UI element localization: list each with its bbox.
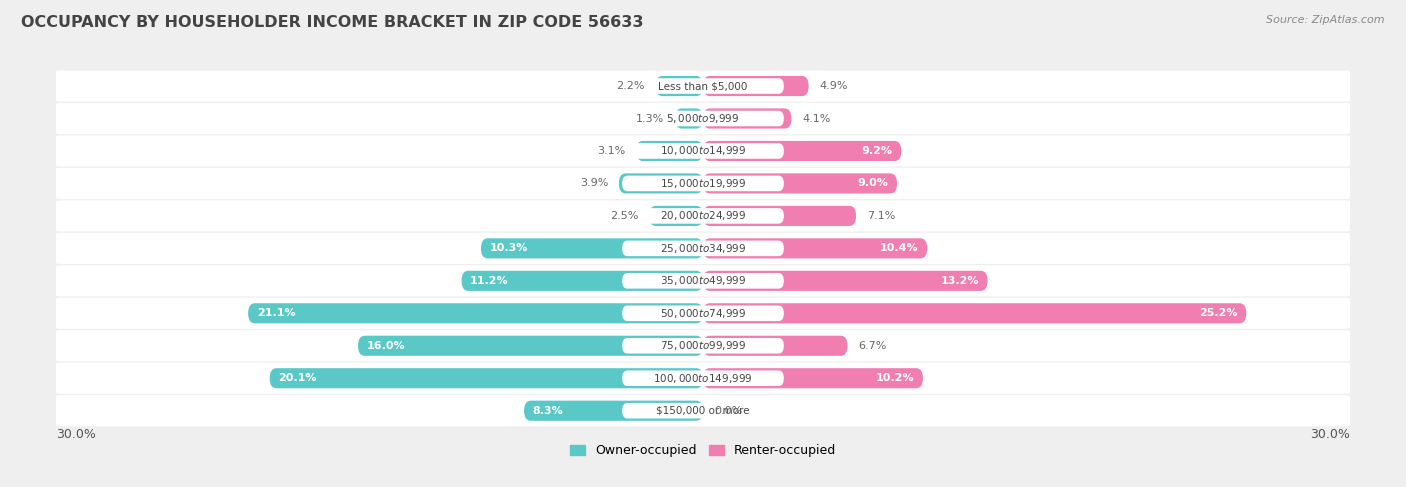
Text: 30.0%: 30.0% <box>56 428 96 441</box>
Text: $100,000 to $149,999: $100,000 to $149,999 <box>654 372 752 385</box>
Text: $150,000 or more: $150,000 or more <box>657 406 749 416</box>
FancyBboxPatch shape <box>655 76 703 96</box>
Text: $20,000 to $24,999: $20,000 to $24,999 <box>659 209 747 223</box>
FancyBboxPatch shape <box>621 176 785 191</box>
FancyBboxPatch shape <box>636 141 703 161</box>
Text: 6.7%: 6.7% <box>858 341 887 351</box>
Text: $15,000 to $19,999: $15,000 to $19,999 <box>659 177 747 190</box>
FancyBboxPatch shape <box>49 135 1357 167</box>
FancyBboxPatch shape <box>650 206 703 226</box>
Text: Source: ZipAtlas.com: Source: ZipAtlas.com <box>1267 15 1385 25</box>
FancyBboxPatch shape <box>49 71 1357 102</box>
FancyBboxPatch shape <box>621 273 785 289</box>
Text: $5,000 to $9,999: $5,000 to $9,999 <box>666 112 740 125</box>
FancyBboxPatch shape <box>703 336 848 356</box>
FancyBboxPatch shape <box>621 371 785 386</box>
Text: 11.2%: 11.2% <box>470 276 509 286</box>
Text: 2.5%: 2.5% <box>610 211 638 221</box>
FancyBboxPatch shape <box>619 173 703 193</box>
FancyBboxPatch shape <box>621 305 785 321</box>
Text: $75,000 to $99,999: $75,000 to $99,999 <box>659 339 747 352</box>
Text: $10,000 to $14,999: $10,000 to $14,999 <box>659 145 747 157</box>
FancyBboxPatch shape <box>621 241 785 256</box>
Text: 20.1%: 20.1% <box>278 373 316 383</box>
FancyBboxPatch shape <box>703 141 901 161</box>
FancyBboxPatch shape <box>247 303 703 323</box>
Text: 10.2%: 10.2% <box>876 373 914 383</box>
FancyBboxPatch shape <box>49 265 1357 297</box>
FancyBboxPatch shape <box>49 103 1357 134</box>
Text: 7.1%: 7.1% <box>868 211 896 221</box>
FancyBboxPatch shape <box>461 271 703 291</box>
Text: 10.3%: 10.3% <box>489 244 527 253</box>
FancyBboxPatch shape <box>481 238 703 259</box>
Text: 10.4%: 10.4% <box>880 244 918 253</box>
Text: $35,000 to $49,999: $35,000 to $49,999 <box>659 274 747 287</box>
FancyBboxPatch shape <box>49 330 1357 361</box>
FancyBboxPatch shape <box>270 368 703 388</box>
FancyBboxPatch shape <box>49 200 1357 231</box>
Text: 8.3%: 8.3% <box>533 406 564 416</box>
FancyBboxPatch shape <box>703 238 927 259</box>
Legend: Owner-occupied, Renter-occupied: Owner-occupied, Renter-occupied <box>565 439 841 463</box>
FancyBboxPatch shape <box>49 233 1357 264</box>
Text: 4.1%: 4.1% <box>803 113 831 124</box>
Text: 30.0%: 30.0% <box>1310 428 1350 441</box>
FancyBboxPatch shape <box>703 76 808 96</box>
FancyBboxPatch shape <box>703 173 897 193</box>
FancyBboxPatch shape <box>703 206 856 226</box>
Text: 16.0%: 16.0% <box>367 341 405 351</box>
Text: 9.0%: 9.0% <box>858 178 889 188</box>
FancyBboxPatch shape <box>49 168 1357 199</box>
Text: 4.9%: 4.9% <box>820 81 848 91</box>
FancyBboxPatch shape <box>49 395 1357 426</box>
Text: $50,000 to $74,999: $50,000 to $74,999 <box>659 307 747 320</box>
FancyBboxPatch shape <box>49 298 1357 329</box>
Text: 3.1%: 3.1% <box>598 146 626 156</box>
FancyBboxPatch shape <box>621 143 785 159</box>
FancyBboxPatch shape <box>359 336 703 356</box>
FancyBboxPatch shape <box>49 363 1357 394</box>
Text: 25.2%: 25.2% <box>1199 308 1237 318</box>
Text: 1.3%: 1.3% <box>636 113 664 124</box>
FancyBboxPatch shape <box>703 271 987 291</box>
Text: 21.1%: 21.1% <box>257 308 295 318</box>
Text: 0.0%: 0.0% <box>714 406 742 416</box>
Text: 9.2%: 9.2% <box>862 146 893 156</box>
Text: $25,000 to $34,999: $25,000 to $34,999 <box>659 242 747 255</box>
FancyBboxPatch shape <box>703 109 792 129</box>
FancyBboxPatch shape <box>621 208 785 224</box>
Text: 13.2%: 13.2% <box>941 276 979 286</box>
Text: 2.2%: 2.2% <box>616 81 645 91</box>
FancyBboxPatch shape <box>703 303 1246 323</box>
Text: OCCUPANCY BY HOUSEHOLDER INCOME BRACKET IN ZIP CODE 56633: OCCUPANCY BY HOUSEHOLDER INCOME BRACKET … <box>21 15 644 30</box>
FancyBboxPatch shape <box>621 111 785 126</box>
FancyBboxPatch shape <box>621 78 785 94</box>
Text: Less than $5,000: Less than $5,000 <box>658 81 748 91</box>
FancyBboxPatch shape <box>703 368 922 388</box>
FancyBboxPatch shape <box>675 109 703 129</box>
Text: 3.9%: 3.9% <box>579 178 609 188</box>
FancyBboxPatch shape <box>524 401 703 421</box>
FancyBboxPatch shape <box>621 338 785 354</box>
FancyBboxPatch shape <box>621 403 785 418</box>
